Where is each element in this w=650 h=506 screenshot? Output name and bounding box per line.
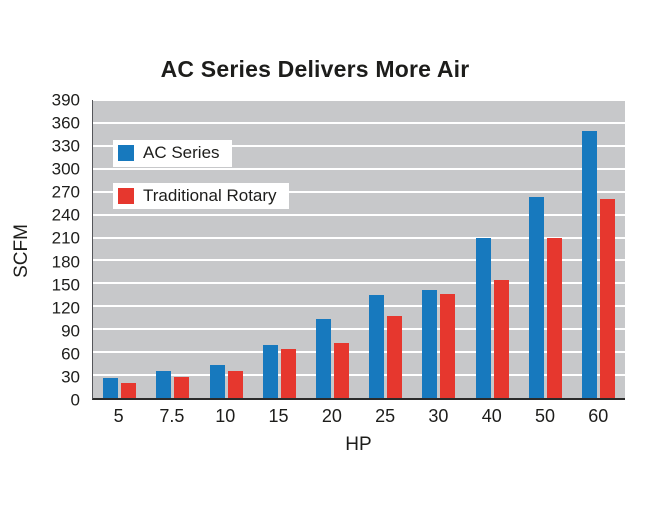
x-tick-label: 50	[535, 406, 556, 426]
bar-traditional-rotary	[387, 316, 403, 398]
y-tick-label: 120	[51, 298, 80, 318]
y-tick-label: 30	[61, 367, 80, 387]
gridline	[93, 328, 625, 331]
x-tick-label: 10	[215, 406, 236, 426]
legend-swatch-ac-series	[118, 145, 134, 162]
y-axis-ticks: 0 30 60 90 120 150 180 210 240 270 300 330 360 390	[28, 92, 86, 409]
gridline	[93, 99, 625, 101]
gridline	[93, 167, 625, 170]
x-tick-label: 15	[268, 406, 289, 426]
bar-traditional-rotary	[227, 370, 243, 398]
bar-traditional-rotary	[174, 376, 190, 398]
legend-entry-ac-series: AC Series	[113, 140, 232, 167]
gridlines	[93, 99, 625, 398]
bar-ac-series	[315, 319, 331, 398]
bar-traditional-rotary	[599, 199, 615, 398]
x-axis-ticks: 5 7.5 10 15 20 25 30 40 50 60	[92, 406, 625, 427]
bar-group-hp-40	[465, 100, 518, 398]
gridline	[93, 121, 625, 124]
y-tick-label: 360	[51, 113, 80, 133]
y-tick-label: 390	[51, 90, 80, 110]
bar-group-hp-25	[359, 100, 412, 398]
legend-label: AC Series	[143, 143, 220, 162]
x-tick-label: 40	[481, 406, 502, 426]
x-tick-label: 7.5	[159, 406, 185, 426]
x-tick-label: 60	[588, 406, 609, 426]
bar-ac-series	[422, 289, 438, 398]
bar-group-hp-7-5	[146, 100, 199, 398]
y-tick-label: 180	[51, 252, 80, 272]
bar-group-hp-15	[253, 100, 306, 398]
bar-ac-series	[581, 130, 597, 398]
legend-label: Traditional Rotary	[143, 185, 277, 205]
y-tick-label: 60	[61, 344, 80, 364]
gridline	[93, 305, 625, 308]
bars	[93, 100, 625, 398]
bar-traditional-rotary	[121, 382, 137, 398]
y-tick-label: 0	[70, 390, 80, 410]
bar-traditional-rotary	[546, 237, 562, 398]
gridline	[93, 190, 625, 193]
bar-ac-series	[475, 237, 491, 398]
x-axis-label: HP	[345, 434, 372, 455]
y-tick-label: 300	[51, 159, 80, 179]
bar-group-hp-5	[93, 100, 146, 398]
bar-ac-series	[262, 344, 278, 398]
bar-ac-series	[103, 378, 119, 398]
y-tick-label: 270	[51, 182, 80, 202]
x-tick-label: 30	[428, 406, 449, 426]
chart-title: AC Series Delivers More Air	[160, 56, 470, 82]
legend-entry-traditional-rotary: Traditional Rotary	[113, 182, 289, 210]
gridline	[93, 236, 625, 239]
bar-ac-series	[369, 294, 385, 398]
y-tick-label: 90	[61, 321, 80, 341]
x-tick-label: 20	[321, 406, 342, 426]
gridline	[93, 282, 625, 285]
bar-group-hp-10	[199, 100, 252, 398]
bar-group-hp-50	[519, 100, 572, 398]
bar-traditional-rotary	[280, 349, 296, 398]
y-tick-label: 210	[51, 228, 80, 248]
bar-group-hp-60	[572, 100, 625, 398]
bar-traditional-rotary	[493, 279, 509, 398]
x-tick-label: 25	[375, 406, 396, 426]
legend-swatch-traditional-rotary	[118, 188, 134, 205]
gridline	[93, 374, 625, 377]
bar-ac-series	[156, 371, 172, 398]
bar-group-hp-20	[306, 100, 359, 398]
gridline	[93, 351, 625, 354]
gridline	[93, 259, 625, 262]
legend: AC Series Traditional Rotary	[113, 140, 289, 210]
bar-traditional-rotary	[440, 294, 456, 398]
y-tick-label: 330	[51, 136, 80, 156]
x-tick-label: 5	[113, 406, 124, 426]
plot-area: AC Series Traditional Rotary	[92, 99, 625, 400]
y-tick-label: 150	[51, 275, 80, 295]
bar-traditional-rotary	[333, 343, 349, 398]
y-tick-label: 240	[51, 205, 80, 225]
bar-group-hp-30	[412, 100, 465, 398]
gridline	[93, 213, 625, 216]
gridline	[93, 144, 625, 147]
bar-ac-series	[528, 197, 544, 398]
bar-ac-series	[209, 365, 225, 398]
